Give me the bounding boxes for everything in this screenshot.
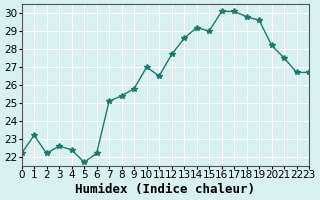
X-axis label: Humidex (Indice chaleur): Humidex (Indice chaleur) (76, 183, 255, 196)
